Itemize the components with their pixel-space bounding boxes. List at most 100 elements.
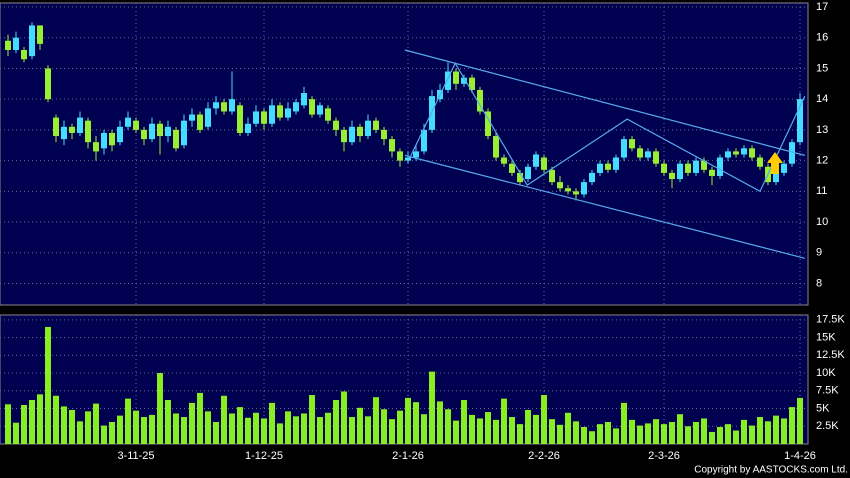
y-tick-label: 8	[816, 277, 822, 289]
volume-bar	[445, 409, 451, 444]
volume-bar	[581, 426, 587, 444]
candle-body	[637, 148, 643, 158]
x-tick-label: 1-12-25	[245, 450, 283, 462]
candle-body	[781, 163, 787, 173]
volume-bar	[117, 415, 123, 444]
candle-body	[125, 117, 131, 127]
volume-bar	[389, 419, 395, 444]
volume-bar	[229, 413, 235, 444]
signal-arrow	[767, 152, 783, 174]
candle-body	[661, 163, 667, 173]
volume-bar	[173, 413, 179, 444]
volume-bar	[485, 412, 491, 444]
volume-bar	[797, 397, 803, 444]
volume-bar	[133, 410, 139, 444]
volume-bar	[165, 400, 171, 444]
candle-body	[541, 157, 547, 170]
volume-bar	[653, 419, 659, 444]
volume-bar	[93, 403, 99, 444]
candle-body	[157, 123, 163, 137]
volume-bar	[621, 402, 627, 444]
trend-line	[404, 49, 805, 156]
candle-body	[13, 37, 19, 51]
candle-body	[421, 129, 427, 152]
candle-body	[109, 132, 115, 146]
candle-body	[757, 157, 763, 167]
candle-body	[245, 123, 251, 133]
candle-body	[317, 105, 323, 115]
volume-bar	[549, 419, 555, 444]
volume-bar	[589, 431, 595, 444]
volume-bar	[341, 391, 347, 444]
candle-body	[141, 129, 147, 140]
volume-bar	[373, 397, 379, 444]
candle-body	[629, 139, 635, 149]
candle-body	[709, 169, 715, 176]
volume-bar	[61, 406, 67, 444]
candle-body	[533, 154, 539, 167]
candle-body	[741, 148, 747, 155]
volume-bar	[781, 418, 787, 444]
volume-bar	[493, 419, 499, 444]
volume-bar	[429, 371, 435, 444]
volume-bar	[629, 419, 635, 444]
y2-tick-label: 2.5K	[816, 420, 839, 432]
volume-bar	[637, 425, 643, 444]
volume-bar	[69, 409, 75, 444]
candle-body	[21, 50, 27, 60]
candle-body	[373, 120, 379, 130]
candle-body	[189, 114, 195, 121]
volume-bar	[245, 417, 251, 444]
volume-bar	[645, 423, 651, 444]
volume-bar	[733, 430, 739, 444]
volume-bar	[725, 424, 731, 444]
candle-body	[277, 105, 283, 118]
candle-body	[685, 163, 691, 173]
candle-body	[365, 120, 371, 137]
volume-bar	[301, 413, 307, 444]
y2-tick-label: 15K	[816, 331, 836, 343]
y2-tick-label: 5K	[816, 402, 830, 414]
candle-body	[557, 182, 563, 189]
candle-body	[133, 120, 139, 130]
volume-bar	[125, 398, 131, 444]
candle-body	[381, 129, 387, 140]
volume-bar	[717, 426, 723, 444]
volume-bar	[453, 420, 459, 444]
volume-bar	[5, 404, 11, 444]
volume-bar	[741, 419, 747, 444]
price-panel	[0, 2, 809, 306]
candle-body	[517, 172, 523, 183]
volume-bar	[37, 394, 43, 444]
volume-bar	[501, 398, 507, 444]
y-tick-label: 14	[816, 93, 828, 105]
volume-bar	[557, 424, 563, 444]
volume-bar	[693, 422, 699, 444]
y-tick-label: 12	[816, 155, 828, 167]
volume-bar	[269, 402, 275, 444]
y-tick-label: 9	[816, 247, 822, 259]
volume-bar	[221, 395, 227, 444]
volume-bar	[509, 417, 515, 444]
volume-bar	[661, 424, 667, 444]
y2-tick-label: 17.5K	[816, 314, 845, 326]
candle-body	[413, 151, 419, 158]
y2-tick-label: 12.5K	[816, 349, 845, 361]
volume-bar	[701, 418, 707, 444]
candle-body	[717, 157, 723, 176]
copyright: Copyright by AASTOCKS.com Ltd.	[694, 465, 848, 476]
volume-bar	[325, 412, 331, 444]
y-tick-label: 17	[816, 1, 828, 13]
candle-body	[173, 129, 179, 149]
x-tick-label: 3-11-25	[117, 450, 154, 462]
candle-body	[461, 77, 467, 84]
volume-bar	[109, 422, 115, 444]
candle-body	[237, 105, 243, 133]
candle-body	[693, 160, 699, 173]
plot-layer: 8 9 10 11 12 13 14 15 16 17 2.5K 5K 7.5K 10K 12.5K 15K 1…	[0, 1, 845, 462]
volume-bar	[333, 400, 339, 444]
candle-body	[773, 172, 779, 183]
candle-body	[117, 126, 123, 143]
candle-body	[197, 114, 203, 130]
candle-body	[205, 108, 211, 127]
